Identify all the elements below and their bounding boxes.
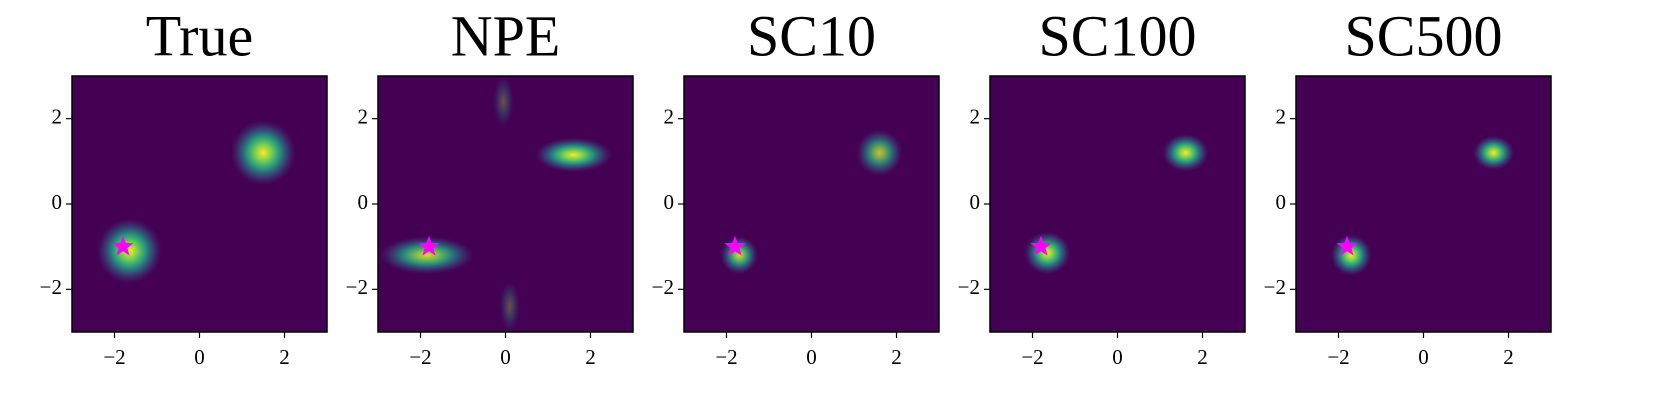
y-tick-label: 0 bbox=[52, 190, 63, 214]
density-mode bbox=[230, 120, 296, 186]
x-tick-label: 2 bbox=[279, 345, 290, 369]
x-tick-label: 0 bbox=[500, 345, 511, 369]
true-parameter-marker bbox=[1336, 235, 1358, 256]
y-tick-label: 0 bbox=[1276, 190, 1287, 214]
panel-title: NPE bbox=[451, 3, 561, 68]
y-tick-label: −2 bbox=[346, 275, 368, 299]
x-tick-label: −2 bbox=[1021, 345, 1043, 369]
y-tick-label: 2 bbox=[52, 104, 63, 128]
density-mode bbox=[720, 236, 758, 274]
density-mode bbox=[1024, 231, 1071, 275]
density-mode bbox=[1330, 234, 1372, 276]
x-tick-label: −2 bbox=[409, 345, 431, 369]
x-tick-label: 2 bbox=[585, 345, 596, 369]
x-tick-label: 0 bbox=[1418, 345, 1429, 369]
y-tick-label: 2 bbox=[664, 104, 675, 128]
y-tick-label: 2 bbox=[358, 104, 369, 128]
true-parameter-marker bbox=[1030, 235, 1052, 256]
y-tick-label: 2 bbox=[970, 104, 981, 128]
x-tick-label: −2 bbox=[715, 345, 737, 369]
y-tick-label: 0 bbox=[664, 190, 675, 214]
density-mode bbox=[493, 76, 514, 128]
x-tick-label: 0 bbox=[806, 345, 817, 369]
density-mode bbox=[856, 129, 903, 176]
plot-background bbox=[72, 76, 327, 332]
y-tick-label: −2 bbox=[40, 275, 62, 299]
y-tick-label: 0 bbox=[970, 190, 981, 214]
y-tick-label: −2 bbox=[958, 275, 980, 299]
panel-title: SC100 bbox=[1039, 3, 1197, 68]
density-mode bbox=[97, 218, 162, 284]
x-tick-label: 2 bbox=[1197, 345, 1208, 369]
y-tick-label: 0 bbox=[358, 190, 369, 214]
true-parameter-marker bbox=[112, 235, 134, 256]
density-mode bbox=[1162, 134, 1209, 172]
panel-title: SC10 bbox=[747, 3, 876, 68]
true-parameter-marker bbox=[418, 235, 440, 256]
y-tick-label: −2 bbox=[652, 275, 674, 299]
x-tick-label: 0 bbox=[194, 345, 205, 369]
density-mode bbox=[535, 137, 612, 172]
x-tick-label: 2 bbox=[1503, 345, 1514, 369]
density-mode bbox=[380, 236, 474, 274]
panel-title: SC500 bbox=[1345, 3, 1503, 68]
panel-title: True bbox=[146, 3, 253, 68]
plot-background bbox=[990, 76, 1245, 332]
true-parameter-marker bbox=[724, 235, 746, 256]
density-mode bbox=[499, 280, 520, 332]
density-mode bbox=[1473, 135, 1515, 170]
x-tick-label: −2 bbox=[1327, 345, 1349, 369]
x-tick-label: −2 bbox=[103, 345, 125, 369]
x-tick-label: 0 bbox=[1112, 345, 1123, 369]
x-tick-label: 2 bbox=[891, 345, 902, 369]
y-tick-label: −2 bbox=[1264, 275, 1286, 299]
y-tick-label: 2 bbox=[1276, 104, 1287, 128]
plot-background bbox=[684, 76, 939, 332]
plot-background bbox=[1296, 76, 1551, 332]
